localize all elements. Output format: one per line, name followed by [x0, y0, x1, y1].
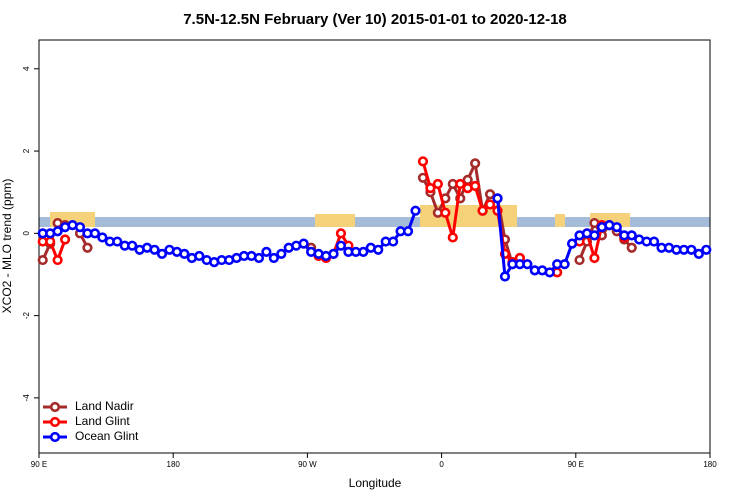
data-point	[417, 156, 429, 167]
data-point	[112, 236, 123, 247]
data-point	[156, 248, 168, 260]
y-tick-label: -2	[22, 312, 31, 320]
data-point	[440, 207, 451, 218]
y-tick-label: 2	[22, 148, 31, 153]
legend-label: Land Nadir	[75, 399, 134, 413]
data-point	[484, 189, 496, 200]
land-patch	[555, 214, 565, 227]
data-point	[477, 205, 488, 216]
data-point	[89, 228, 101, 239]
x-axis-label: Longitude	[349, 476, 402, 490]
data-point	[693, 248, 704, 260]
data-point	[97, 232, 108, 243]
data-point	[522, 259, 533, 270]
data-point	[686, 244, 697, 255]
data-point	[425, 182, 436, 194]
data-point	[559, 259, 570, 270]
y-tick-label: 4	[22, 66, 31, 71]
data-point	[648, 236, 660, 247]
data-point	[499, 271, 511, 282]
data-point	[455, 178, 466, 190]
data-point	[149, 244, 160, 255]
data-point	[298, 238, 309, 249]
x-tick-label: 0	[439, 460, 444, 469]
data-point	[626, 242, 637, 253]
data-point	[574, 254, 585, 266]
data-point	[74, 222, 86, 233]
x-tick-label: 90 E	[31, 460, 47, 469]
legend-label: Ocean Glint	[75, 429, 139, 443]
x-tick-label: 90 E	[568, 460, 584, 469]
data-point	[268, 252, 279, 264]
data-point	[626, 230, 637, 241]
data-point	[701, 244, 712, 255]
data-point	[492, 193, 503, 204]
chart-title: 7.5N-12.5N February (Ver 10) 2015-01-01 …	[183, 11, 567, 28]
land-patch	[315, 214, 355, 227]
data-point	[432, 178, 443, 190]
x-tick-label: 90 W	[298, 460, 317, 469]
data-point	[45, 236, 56, 247]
data-point	[589, 230, 600, 241]
data-point	[447, 232, 458, 243]
data-point	[470, 158, 481, 169]
y-tick-label: 0	[22, 231, 31, 236]
data-point	[82, 242, 93, 253]
data-point	[59, 234, 71, 245]
series	[37, 193, 712, 282]
data-point	[335, 228, 347, 239]
data-point	[410, 205, 421, 216]
legend-label: Land Glint	[75, 414, 130, 428]
ocean-band	[39, 217, 710, 227]
y-axis-label: XCO2 - MLO trend (ppm)	[0, 179, 14, 314]
data-point	[358, 246, 369, 257]
data-point	[544, 267, 555, 278]
data-point	[402, 226, 414, 237]
legend-marker	[49, 401, 61, 413]
data-point	[179, 248, 190, 260]
y-tick-label: -4	[22, 394, 31, 402]
data-point	[37, 254, 48, 266]
data-point	[276, 248, 287, 260]
legend-marker	[49, 416, 61, 428]
data-point	[611, 222, 622, 233]
data-point	[52, 226, 63, 237]
data-point	[253, 252, 265, 264]
data-point	[194, 250, 205, 262]
data-point	[373, 244, 384, 255]
x-tick-label: 180	[167, 460, 181, 469]
data-point	[388, 236, 399, 247]
data-point	[261, 246, 272, 257]
data-point	[328, 248, 339, 260]
data-point	[470, 180, 481, 192]
data-point	[484, 199, 496, 210]
data-point	[589, 252, 600, 264]
legend-marker	[49, 431, 61, 443]
data-point	[566, 238, 578, 249]
data-point	[127, 240, 138, 251]
data-point	[335, 240, 347, 251]
x-tick-label: 180	[703, 460, 717, 469]
data-point	[52, 254, 63, 266]
